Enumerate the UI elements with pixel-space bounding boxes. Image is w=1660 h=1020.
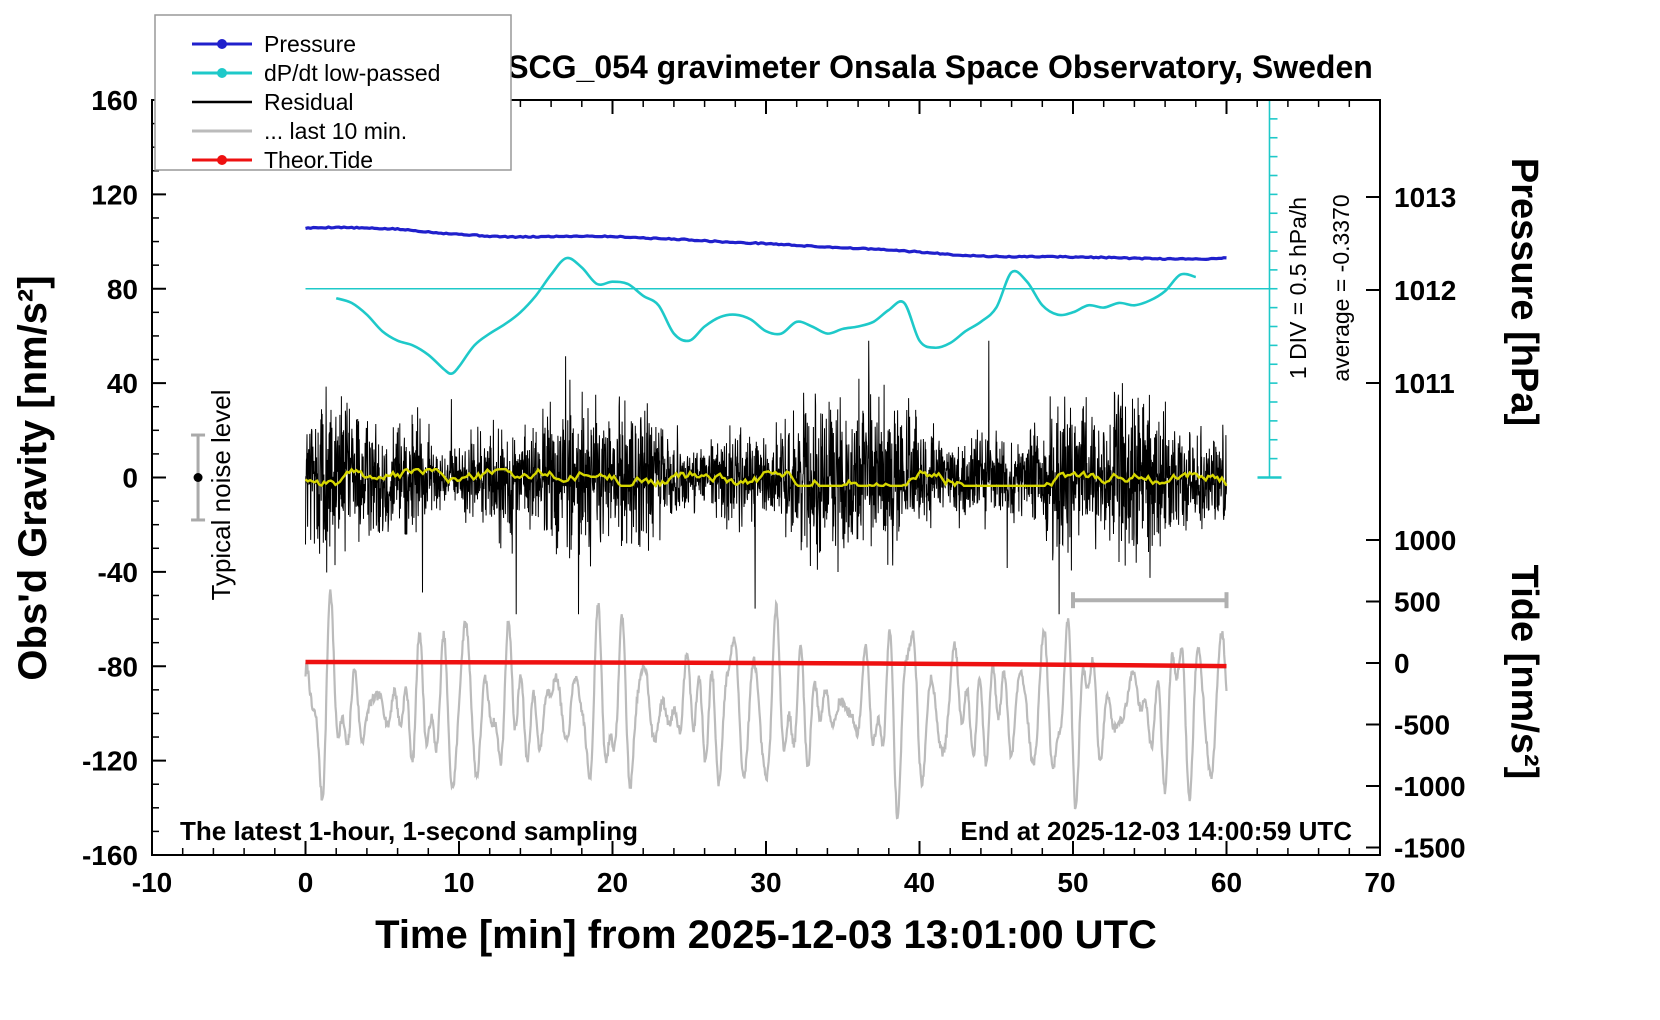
y-tick-label-tide: -1500: [1394, 833, 1466, 864]
y-tick-label-gravity: -160: [82, 840, 138, 871]
legend-box: [154, 14, 512, 171]
y-tick-label-pressure: 1011: [1394, 368, 1455, 399]
div-scale-label: 1 DIV = 0.5 hPa/h: [1285, 197, 1311, 379]
x-tick-label: 70: [1364, 867, 1395, 898]
legend-item-dpdt: dP/dt low-passed: [192, 60, 440, 86]
y-tick-label-tide: -1000: [1394, 771, 1466, 802]
sampling-annotation: The latest 1-hour, 1-second sampling: [180, 816, 638, 846]
pressure-axis-label: Pressure [hPa]: [1503, 158, 1545, 426]
y-tick-label-gravity: 160: [91, 85, 138, 116]
gravity-axis-label: Obs'd Gravity [nm/s²]: [11, 275, 55, 680]
y-tick-label-gravity: 120: [91, 179, 138, 210]
y-tick-label-gravity: -80: [98, 651, 138, 682]
x-axis-label: Time [min] from 2025-12-03 13:01:00 UTC: [375, 913, 1157, 957]
frame-layer: -10 0 10 20 30 40 50 60 70 -160 -120 -80 -40 0 40 80 120…: [82, 85, 1466, 898]
y-tick-label-gravity: -120: [82, 746, 138, 777]
residual-lowpass-series: [304, 467, 1228, 488]
pressure-series: [305, 225, 1227, 261]
y-tick-label-gravity: 0: [122, 463, 138, 494]
legend-marker-tide: [217, 155, 227, 165]
y-tick-label-tide: 0: [1394, 648, 1410, 679]
ten-min-scale-bar: [1071, 592, 1229, 609]
y-tick-label-tide: -500: [1394, 710, 1450, 741]
last10-series: [304, 589, 1228, 820]
y-tick-label-gravity: -40: [98, 557, 138, 588]
x-tick-label: 0: [298, 867, 314, 898]
legend-item-last10: ... last 10 min.: [192, 118, 407, 144]
legend-marker-pressure: [217, 39, 227, 49]
legend: Pressure dP/dt low-passed Residual ... last…: [154, 14, 512, 173]
series-layer: [191, 99, 1282, 820]
legend-item-pressure: Pressure: [192, 31, 356, 57]
x-tick-label: 10: [443, 867, 474, 898]
legend-label-pressure: Pressure: [264, 31, 356, 57]
y-tick-label-tide: 500: [1394, 587, 1441, 618]
annotation-layer: SCG_054 gravimeter Onsala Space Observat…: [11, 49, 1545, 957]
x-tick-label: -10: [132, 867, 172, 898]
legend-item-residual: Residual: [192, 89, 354, 115]
x-tick-label: 30: [750, 867, 781, 898]
legend-label-last10: ... last 10 min.: [264, 118, 407, 144]
x-tick-label: 20: [597, 867, 628, 898]
legend-marker-dpdt: [217, 68, 227, 78]
noise-level-label: Typical noise level: [206, 390, 236, 601]
y-tick-label-tide: 1000: [1394, 525, 1456, 556]
end-time-annotation: End at 2025-12-03 14:00:59 UTC: [960, 816, 1352, 846]
legend-label-residual: Residual: [264, 89, 354, 115]
y-tick-label-gravity: 80: [107, 274, 138, 305]
chart-title: SCG_054 gravimeter Onsala Space Observat…: [507, 49, 1373, 85]
legend-label-tide: Theor.Tide: [264, 147, 373, 173]
tide-series: [305, 659, 1227, 669]
x-tick-label: 60: [1211, 867, 1242, 898]
noise-level-dot: [193, 473, 203, 482]
noise-level-indicator: [191, 433, 206, 522]
y-tick-label-pressure: 1013: [1394, 182, 1456, 213]
x-tick-label: 40: [904, 867, 935, 898]
average-label: average = -0.3370: [1328, 194, 1354, 381]
y-tick-label-gravity: 40: [107, 368, 138, 399]
y-tick-label-pressure: 1012: [1394, 275, 1456, 306]
dpdt-series: [335, 256, 1197, 376]
tide-axis-label: Tide [nm/s²]: [1503, 565, 1545, 780]
legend-label-dpdt: dP/dt low-passed: [264, 60, 440, 86]
x-tick-label: 50: [1057, 867, 1088, 898]
legend-item-tide: Theor.Tide: [192, 147, 373, 173]
